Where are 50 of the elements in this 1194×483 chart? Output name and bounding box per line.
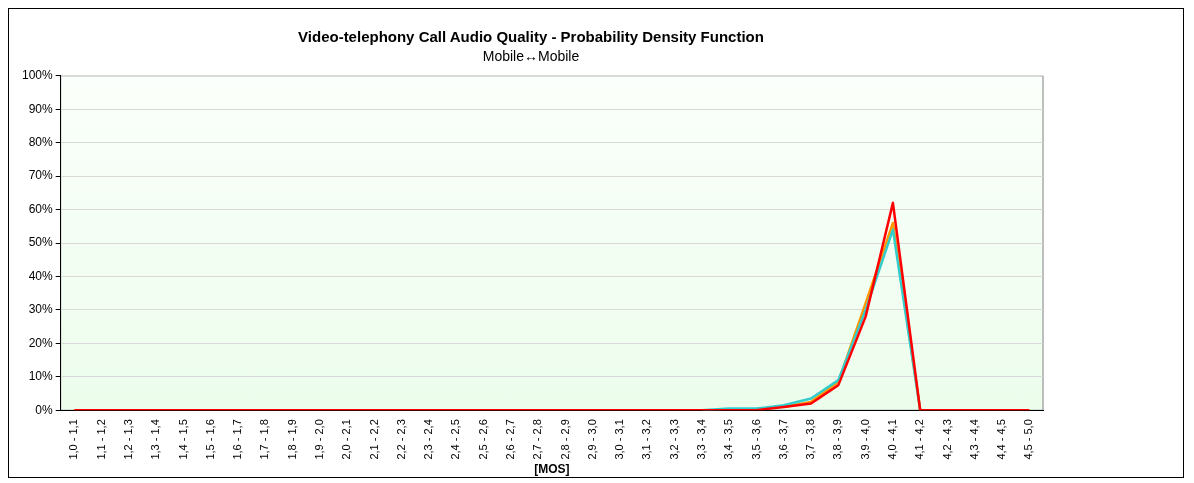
y-tick-label: 100% [21,68,54,83]
chart-subtitle: Mobile↔Mobile [482,48,580,65]
x-tick-label: 2,9 - 3,0 [585,419,598,460]
x-tick-label: 2,0 - 2,1 [340,419,353,460]
y-tick-label: 40% [28,268,54,283]
x-axis-title: [MOS] [534,462,570,477]
x-tick-label: 2,3 - 2,4 [422,419,435,460]
x-tick-label: 4,1 - 4,2 [913,419,926,460]
x-tick-label: 2,6 - 2,7 [503,419,516,460]
x-tick-label: 1,6 - 1,7 [231,419,244,460]
x-tick-label: 1,5 - 1,6 [203,419,216,460]
x-tick-label: 3,1 - 3,2 [640,419,653,460]
x-tick-label: 2,5 - 2,6 [476,419,489,460]
x-tick-label: 4,4 - 4,5 [995,419,1008,460]
y-tick-label: 50% [28,235,54,250]
x-tick-label: 3,4 - 3,5 [722,419,735,460]
x-tick-label: 1,2 - 1,3 [121,419,134,460]
y-tick-label: 90% [28,101,54,116]
y-tick-label: 0% [35,402,54,417]
x-tick-label: 1,3 - 1,4 [149,419,162,460]
x-tick-label: 3,3 - 3,4 [694,419,707,460]
x-tick-label: 3,6 - 3,7 [776,419,789,460]
x-tick-label: 1,1 - 1,2 [94,419,107,460]
y-tick-label: 80% [28,135,54,149]
y-tick-label: 10% [28,369,54,384]
x-tick-label: 3,9 - 4,0 [858,419,871,460]
x-tick-label: 1,0 - 1,1 [67,419,80,460]
y-tick-label: 60% [28,201,54,216]
x-tick-label: 1,7 - 1,8 [258,419,271,460]
x-tick-label: 2,2 - 2,3 [394,419,407,460]
x-tick-label: 3,0 - 3,1 [613,419,626,460]
x-tick-label: 1,9 - 2,0 [312,419,325,460]
y-tick-label: 30% [28,302,54,317]
x-tick-label: 4,2 - 4,3 [940,419,953,460]
x-tick-label: 2,7 - 2,8 [531,419,544,460]
x-tick-label: 1,4 - 1,5 [176,419,189,460]
x-tick-label: 3,5 - 3,6 [749,419,762,460]
x-tick-label: 4,5 - 5,0 [1022,419,1035,460]
x-tick-label: 2,1 - 2,2 [367,419,380,460]
x-tick-label: 4,0 - 4,1 [885,419,898,460]
x-tick-label: 3,8 - 3,9 [831,419,844,460]
x-tick-label: 2,8 - 2,9 [558,419,571,460]
y-tick-label: 70% [28,168,54,183]
x-tick-label: 2,4 - 2,5 [449,419,462,460]
x-tick-label: 3,7 - 3,8 [804,419,817,460]
y-tick-label: 20% [28,335,54,350]
x-tick-label: 1,8 - 1,9 [285,419,298,460]
x-tick-label: 4,3 - 4,4 [967,419,980,460]
chart-title: Video-telephony Call Audio Quality - Probability Density Function [298,28,764,46]
x-tick-label: 3,2 - 3,3 [667,419,680,460]
